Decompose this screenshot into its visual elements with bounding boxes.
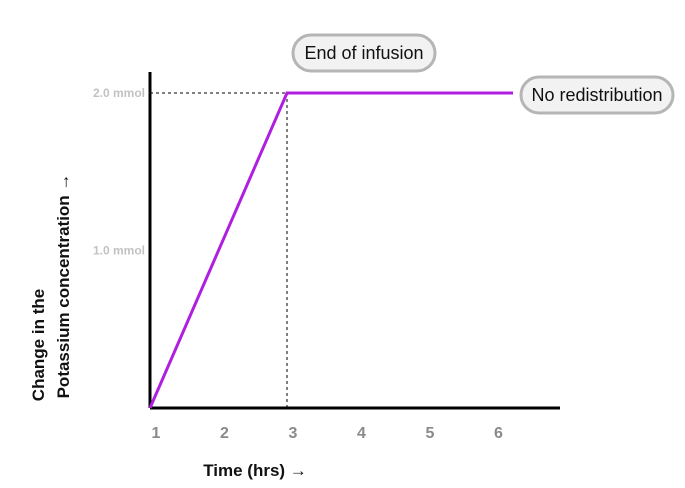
annotation-text: No redistribution (531, 85, 662, 105)
y-tick-labels: 1.0 mmol 2.0 mmol (93, 86, 145, 258)
x-tick-label: 6 (494, 425, 503, 442)
x-tick-label: 2 (220, 425, 229, 442)
x-tick-label: 5 (426, 425, 435, 442)
annotation-box (519, 75, 675, 115)
y-tick-label: 1.0 mmol (93, 244, 145, 258)
y-axis-title-line-2: Potassium concentration → (54, 174, 73, 399)
annotation-no-redistribution: No redistribution (519, 75, 675, 115)
y-axis-title-line-1: Change in the (29, 289, 48, 401)
x-tick-label: 1 (152, 425, 161, 442)
annotations: End of infusion No redistribution (291, 33, 675, 115)
annotation-text: End of infusion (304, 43, 423, 63)
series-line (148, 91, 514, 409)
y-axis-title: Change in the Potassium concentration → (29, 174, 73, 402)
x-axis-title: Time (hrs) → (203, 461, 307, 480)
series-group (148, 91, 514, 409)
x-tick-label: 4 (357, 425, 366, 442)
x-tick-labels: 1 2 3 4 5 6 (152, 425, 504, 442)
x-tick-label: 3 (289, 425, 298, 442)
annotation-box (291, 33, 437, 73)
annotation-end-of-infusion: End of infusion (291, 33, 437, 73)
y-tick-label: 2.0 mmol (93, 86, 145, 100)
